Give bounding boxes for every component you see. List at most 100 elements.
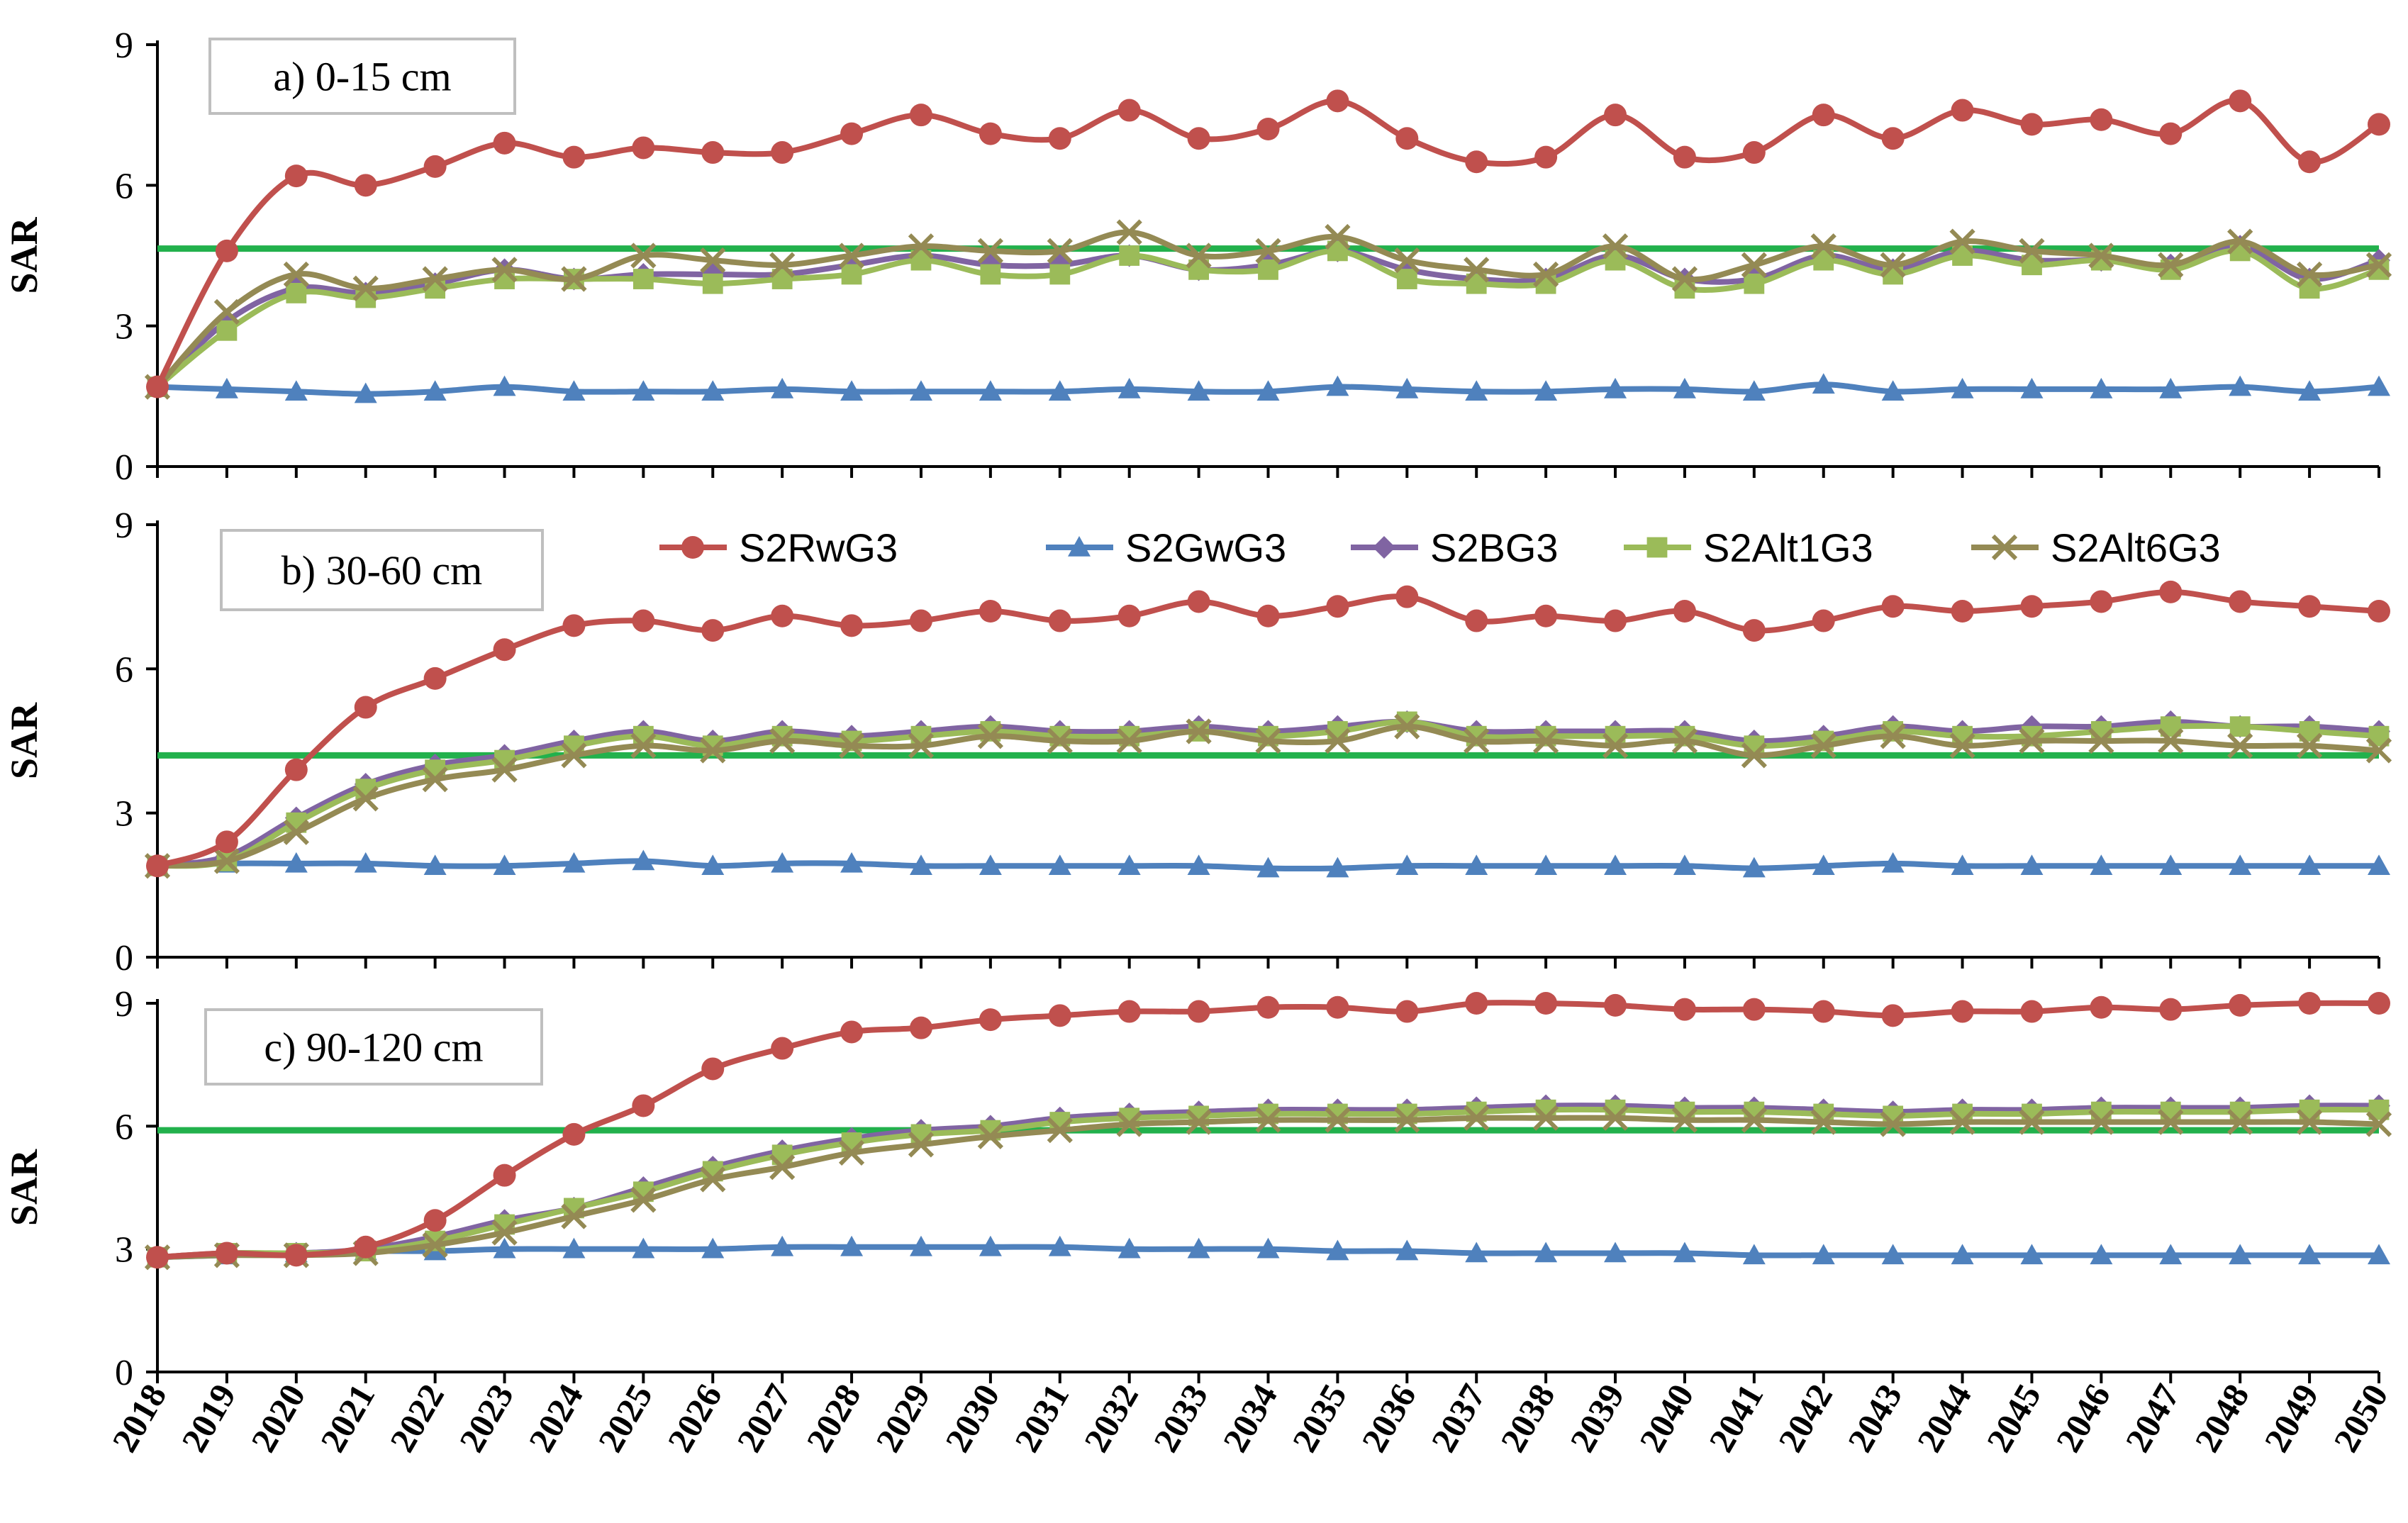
data-point	[1465, 1242, 1488, 1263]
data-point	[493, 375, 516, 396]
data-point	[771, 1037, 794, 1060]
data-point	[1048, 1235, 1071, 1256]
data-point	[1949, 732, 1975, 759]
data-point	[562, 614, 586, 637]
data-point	[2020, 595, 2044, 618]
data-point	[2368, 375, 2390, 396]
data-point	[1048, 1004, 1071, 1027]
data-point	[2090, 854, 2113, 876]
y-tick-label: 6	[115, 1107, 133, 1147]
y-tick-label: 0	[115, 1353, 133, 1393]
data-point	[2019, 1109, 2045, 1135]
data-point	[1395, 377, 1419, 398]
data-point	[1604, 993, 1627, 1017]
data-point	[2090, 590, 2113, 613]
data-point	[1534, 145, 1558, 169]
data-point	[1464, 727, 1490, 754]
data-point	[1880, 723, 1906, 749]
data-point	[1256, 995, 1280, 1019]
y-axis-label: SAR	[3, 1149, 45, 1226]
data-point	[632, 380, 655, 401]
data-point	[2090, 1101, 2112, 1122]
series-line	[157, 1000, 2380, 1261]
legend-label: S2BG3	[1430, 525, 1559, 570]
legend-entry-S2RwG3: S2RwG3	[659, 525, 898, 570]
data-point	[1534, 1242, 1558, 1263]
data-point	[1048, 854, 1071, 876]
data-point	[1744, 273, 1765, 294]
data-point	[1256, 118, 1280, 140]
data-point	[422, 766, 448, 793]
data-point	[840, 614, 864, 637]
y-tick-label: 3	[115, 794, 133, 835]
data-point	[1671, 727, 1698, 754]
data-point	[354, 1235, 377, 1259]
data-point	[215, 830, 238, 854]
data-point	[2298, 854, 2321, 876]
data-point	[1186, 242, 1212, 269]
data-point	[1534, 380, 1558, 401]
data-point	[2298, 380, 2321, 401]
data-point	[423, 1209, 447, 1232]
data-point	[561, 742, 587, 769]
data-point	[2158, 727, 2184, 754]
data-point	[2020, 1000, 2044, 1023]
data-point	[977, 238, 1004, 264]
data-point	[352, 275, 379, 301]
series-line	[157, 1115, 2380, 1261]
data-point	[2368, 1244, 2390, 1265]
data-point	[1258, 259, 1278, 280]
data-point	[1464, 1105, 1490, 1131]
legend: S2RwG3 S2GwG3 S2BG3 S2Alt1G3 S2Alt6G3	[659, 525, 2221, 570]
data-point	[769, 252, 796, 278]
data-point	[1116, 1111, 1142, 1137]
data-point	[2227, 732, 2253, 759]
data-point	[979, 854, 1002, 876]
data-point	[1049, 264, 1071, 285]
data-point	[1395, 854, 1419, 876]
data-point	[1741, 252, 1767, 278]
data-point	[1117, 1237, 1141, 1259]
data-point	[1187, 380, 1210, 401]
data-point	[1186, 1109, 1212, 1135]
data-point	[1048, 609, 1071, 632]
panel-label-box	[208, 38, 516, 115]
data-point	[2298, 992, 2321, 1015]
data-point	[2020, 1244, 2044, 1265]
data-point	[2159, 377, 2183, 398]
data-point	[1533, 727, 1559, 754]
data-point	[2090, 995, 2113, 1019]
data-point	[1881, 380, 1905, 401]
y-tick-label: 6	[115, 166, 133, 206]
data-point	[354, 382, 377, 403]
data-point	[769, 727, 796, 754]
data-point	[2088, 1109, 2114, 1135]
series-S2Alt6G3	[144, 713, 2392, 879]
data-point	[1673, 377, 1696, 398]
data-point	[2229, 854, 2252, 876]
data-point	[2298, 1244, 2321, 1265]
data-point	[1951, 854, 1974, 876]
data-point	[771, 852, 794, 873]
data-point	[1742, 857, 1766, 878]
data-point	[215, 377, 238, 398]
data-point	[1812, 373, 1835, 394]
data-point	[1534, 604, 1558, 627]
data-point	[2020, 113, 2044, 136]
data-point	[1395, 127, 1419, 150]
data-point	[1812, 609, 1835, 632]
data-point	[909, 854, 932, 876]
data-point	[1604, 377, 1627, 398]
legend-entry-S2Alt1G3: S2Alt1G3	[1624, 525, 1873, 570]
data-point	[284, 164, 308, 188]
series-S2GwG3	[146, 1235, 2390, 1267]
panel-a: 0 3 6 9 SAR a) 0-15 cm	[3, 26, 2392, 488]
data-point	[2229, 1244, 2252, 1265]
data-point	[1742, 998, 1766, 1021]
data-point	[1881, 595, 1905, 618]
data-point	[2229, 993, 2252, 1017]
data-point	[1812, 1244, 1835, 1265]
data-point	[2368, 600, 2390, 623]
data-point	[1810, 732, 1836, 759]
data-point	[354, 852, 377, 873]
